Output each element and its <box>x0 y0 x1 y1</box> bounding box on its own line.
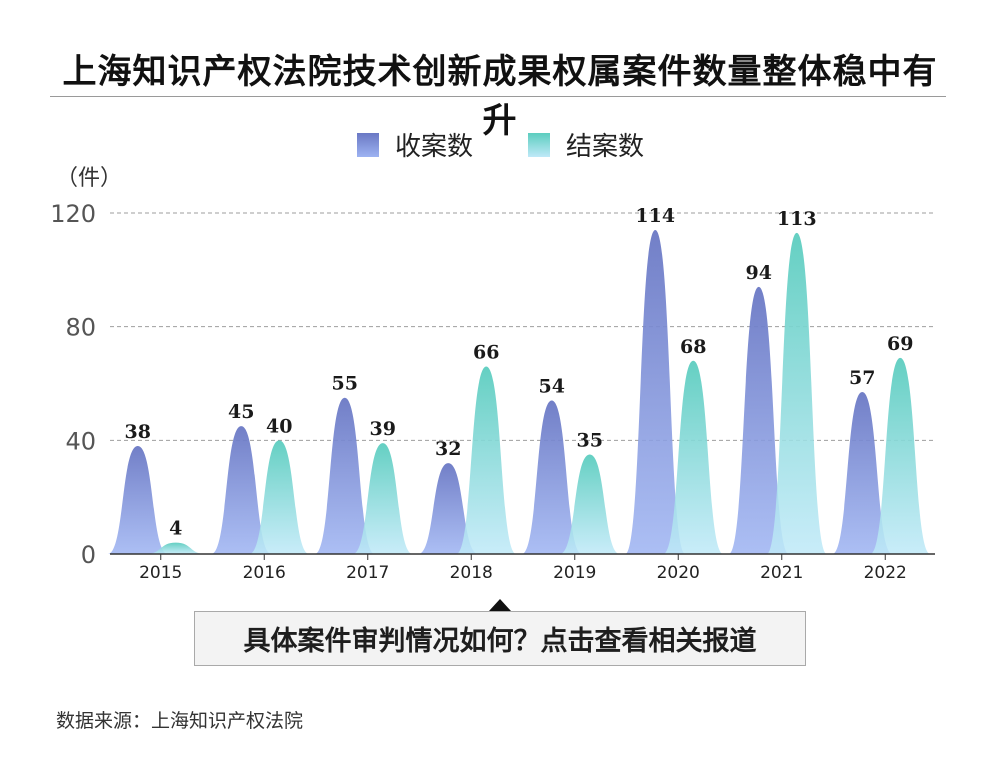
legend: 收案数 结案数 <box>0 126 1000 162</box>
data-label-received-2022: 57 <box>849 367 875 389</box>
peak-closed-2019 <box>559 454 620 554</box>
data-label-received-2018: 32 <box>435 438 461 460</box>
data-label-closed-2017: 39 <box>370 418 396 440</box>
data-label-received-2019: 54 <box>539 376 565 398</box>
peak-received-2015 <box>107 446 168 554</box>
legend-item-received: 收案数 <box>357 126 473 163</box>
x-tick-label-2021: 2021 <box>760 563 803 583</box>
data-label-closed-2015: 4 <box>169 518 182 540</box>
data-label-received-2015: 38 <box>125 421 151 443</box>
data-source-note: 数据来源：上海知识产权法院 <box>56 710 304 732</box>
peak-closed-2020 <box>663 360 724 554</box>
legend-label-received: 收案数 <box>395 132 474 162</box>
y-tick-label-80: 80 <box>65 314 96 342</box>
peak-closed-2017 <box>352 443 413 554</box>
legend-label-closed: 结案数 <box>566 132 645 162</box>
data-label-closed-2022: 69 <box>887 333 913 355</box>
callout-pointer-icon <box>489 599 511 611</box>
legend-swatch-received <box>357 132 379 157</box>
y-axis-unit-label: （件） <box>56 166 123 191</box>
peak-received-2018 <box>418 463 479 554</box>
peak-closed-2018 <box>456 366 517 554</box>
peak-received-2019 <box>521 400 582 554</box>
peak-received-2017 <box>314 397 375 554</box>
data-label-received-2017: 55 <box>332 373 358 395</box>
data-label-closed-2019: 35 <box>577 430 603 452</box>
data-label-closed-2020: 68 <box>680 336 706 358</box>
peak-closed-2022 <box>870 357 931 554</box>
chart-plot-area: 0 40 80 120 38 4 45 40 55 39 32 66 54 35 114 68 94 113 57 6… <box>50 200 935 583</box>
data-label-received-2016: 45 <box>228 401 254 423</box>
data-label-closed-2018: 66 <box>473 341 499 363</box>
data-label-received-2021: 94 <box>746 262 772 284</box>
data-label-closed-2016: 40 <box>266 415 292 437</box>
data-label-received-2020: 114 <box>635 205 675 227</box>
peak-received-2020 <box>625 230 686 555</box>
x-tick-label-2015: 2015 <box>139 563 182 583</box>
data-label-closed-2021: 113 <box>777 208 817 230</box>
peak-received-2022 <box>832 392 893 554</box>
peak-closed-2015 <box>145 542 206 554</box>
y-tick-label-0: 0 <box>81 541 96 569</box>
y-tick-label-120: 120 <box>50 200 96 228</box>
x-tick-label-2017: 2017 <box>346 563 389 583</box>
x-tick-label-2022: 2022 <box>864 563 907 583</box>
peak-received-2021 <box>728 286 789 554</box>
legend-swatch-closed <box>528 132 550 157</box>
x-tick-label-2019: 2019 <box>553 563 596 583</box>
title-divider <box>50 96 946 97</box>
legend-item-closed: 结案数 <box>528 126 644 163</box>
related-report-link[interactable]: 具体案件审判情况如何？点击查看相关报道 <box>194 611 806 666</box>
chart-title: 上海知识产权法院技术创新成果权属案件数量整体稳中有升 <box>62 52 938 141</box>
y-tick-label-40: 40 <box>65 427 96 455</box>
peak-received-2016 <box>211 426 272 554</box>
x-tick-label-2016: 2016 <box>243 563 286 583</box>
peak-closed-2021 <box>766 232 827 554</box>
x-tick-label-2018: 2018 <box>450 563 493 583</box>
x-tick-label-2020: 2020 <box>657 563 700 583</box>
peak-closed-2016 <box>249 440 310 554</box>
